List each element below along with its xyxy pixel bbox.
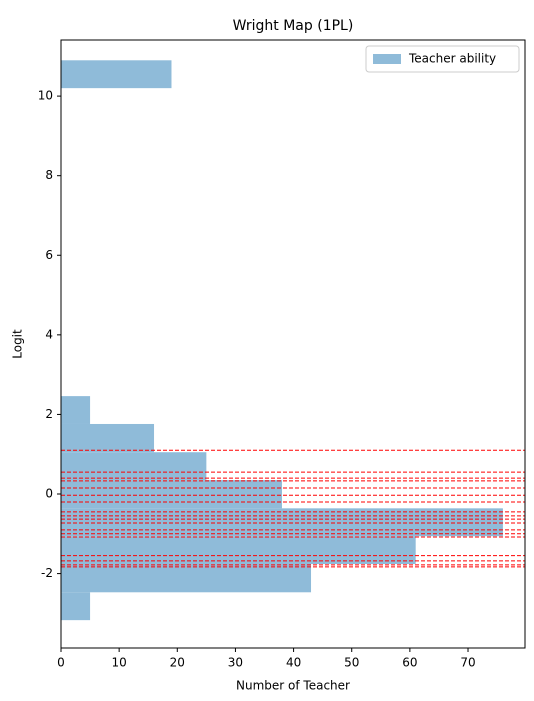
y-tick-label: 8 <box>45 168 53 182</box>
bar <box>61 564 312 593</box>
legend-box <box>365 45 520 73</box>
y-tick-label: -2 <box>41 566 53 580</box>
x-tick-label: 10 <box>112 656 127 670</box>
chart-title: Wright Map (1PL) <box>233 18 354 34</box>
x-tick-label: 50 <box>344 656 359 670</box>
legend-swatch <box>373 54 401 64</box>
bar <box>61 508 503 537</box>
y-tick-label: 6 <box>45 248 53 262</box>
bar <box>61 60 172 89</box>
x-tick-label: 0 <box>57 656 65 670</box>
bar <box>61 452 207 481</box>
x-axis-label: Number of Teacher <box>236 679 350 693</box>
x-tick-label: 60 <box>402 656 417 670</box>
y-tick-label: 10 <box>38 89 53 103</box>
x-tick-label: 30 <box>228 656 243 670</box>
x-tick-label: 70 <box>460 656 475 670</box>
y-tick-label: 2 <box>45 407 53 421</box>
bar <box>61 396 91 424</box>
y-tick-label: 0 <box>45 487 53 501</box>
y-axis-label: Logit <box>11 329 25 359</box>
bar <box>61 480 282 509</box>
legend-label: Teacher ability <box>408 52 496 66</box>
bar <box>61 536 416 565</box>
bar <box>61 423 155 453</box>
bar <box>61 592 91 621</box>
x-tick-label: 20 <box>170 656 185 670</box>
x-tick-label: 40 <box>286 656 301 670</box>
y-tick-label: 4 <box>45 327 53 341</box>
plot-frame <box>60 39 526 649</box>
